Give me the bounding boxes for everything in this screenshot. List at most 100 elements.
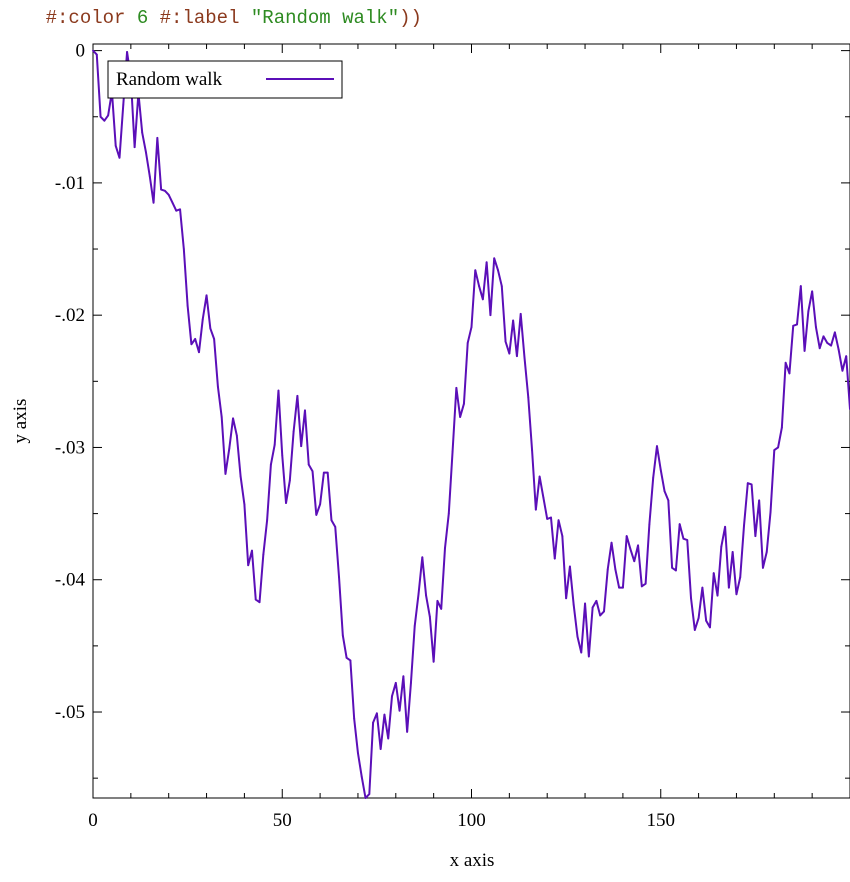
data-point xyxy=(769,511,772,514)
x-tick-label: 150 xyxy=(647,810,676,831)
x-tick-label: 50 xyxy=(273,810,292,831)
data-point xyxy=(228,447,231,450)
y-axis-ticks: 0 -.01 -.02 -.03 -.04 -.05 xyxy=(55,41,850,779)
data-point xyxy=(455,387,458,389)
data-point xyxy=(523,356,526,359)
data-point xyxy=(269,463,272,466)
data-point xyxy=(167,193,170,196)
data-point xyxy=(205,294,208,297)
data-point xyxy=(447,512,450,515)
data-point xyxy=(349,659,352,662)
data-point xyxy=(247,564,250,567)
code-closing-parens: )) xyxy=(399,7,422,29)
data-point xyxy=(296,394,299,397)
data-point xyxy=(712,572,715,575)
data-point xyxy=(493,257,496,260)
series-line-random-walk xyxy=(92,49,850,799)
data-point xyxy=(508,352,511,355)
data-point xyxy=(550,516,552,519)
data-point xyxy=(830,344,832,347)
data-point xyxy=(201,318,204,321)
data-point xyxy=(489,314,492,317)
data-point xyxy=(95,53,98,56)
y-tick-label: -.01 xyxy=(55,173,85,194)
data-point xyxy=(402,675,405,678)
data-point xyxy=(618,586,621,589)
data-point xyxy=(603,610,605,613)
data-point xyxy=(716,594,719,597)
data-point xyxy=(451,450,454,453)
y-tick-label: -.03 xyxy=(55,437,85,458)
data-point xyxy=(391,695,393,698)
data-point xyxy=(841,369,844,372)
data-point xyxy=(440,607,443,610)
data-point xyxy=(148,175,151,178)
data-point xyxy=(315,514,318,516)
data-point xyxy=(584,602,586,605)
data-point xyxy=(644,582,647,585)
data-point xyxy=(334,525,337,528)
code-label-keyword: #:label xyxy=(159,7,240,29)
data-point xyxy=(792,324,795,327)
data-point xyxy=(118,156,121,159)
data-point xyxy=(674,569,677,572)
y-tick-label: -.04 xyxy=(55,570,86,591)
data-point xyxy=(640,585,643,588)
data-point xyxy=(818,347,821,350)
data-point xyxy=(735,593,738,596)
data-point xyxy=(428,615,431,618)
data-point xyxy=(481,298,484,301)
data-point xyxy=(720,545,723,548)
data-point xyxy=(410,682,412,684)
data-point xyxy=(292,430,295,433)
data-point xyxy=(179,208,181,211)
data-point xyxy=(387,737,390,740)
data-point xyxy=(353,717,356,720)
data-point xyxy=(213,338,216,340)
data-point xyxy=(190,343,193,346)
data-point xyxy=(251,549,253,552)
data-point xyxy=(470,326,473,328)
data-point xyxy=(845,355,848,358)
data-point xyxy=(606,568,609,571)
data-point xyxy=(368,793,371,795)
data-point xyxy=(750,483,753,486)
data-point xyxy=(160,188,163,191)
data-point xyxy=(531,449,533,451)
data-point xyxy=(796,323,798,326)
data-point xyxy=(122,103,125,106)
data-point xyxy=(126,51,128,53)
data-point xyxy=(258,601,261,604)
data-point xyxy=(727,586,730,589)
data-point xyxy=(300,445,303,448)
data-point xyxy=(762,566,764,569)
code-color-keyword: #:color xyxy=(45,7,126,29)
data-point xyxy=(171,201,174,204)
data-point xyxy=(569,565,571,568)
data-point xyxy=(182,248,185,250)
data-point xyxy=(425,594,427,597)
data-point xyxy=(459,416,462,418)
data-point xyxy=(338,576,340,578)
data-point xyxy=(678,523,681,526)
data-point xyxy=(421,556,424,559)
data-point xyxy=(164,189,166,192)
data-point xyxy=(599,614,602,617)
data-point xyxy=(383,713,386,716)
data-point xyxy=(629,548,632,551)
data-point xyxy=(519,312,522,315)
data-point xyxy=(239,475,242,478)
data-point xyxy=(345,656,348,659)
data-point xyxy=(765,551,768,553)
data-point xyxy=(659,469,662,471)
data-point xyxy=(220,416,223,418)
data-point xyxy=(497,269,499,272)
data-point xyxy=(474,269,477,272)
data-point xyxy=(92,49,94,52)
data-point xyxy=(527,396,530,399)
data-point xyxy=(534,508,537,511)
data-point xyxy=(326,471,329,474)
data-point xyxy=(690,597,692,600)
data-point xyxy=(360,775,363,778)
